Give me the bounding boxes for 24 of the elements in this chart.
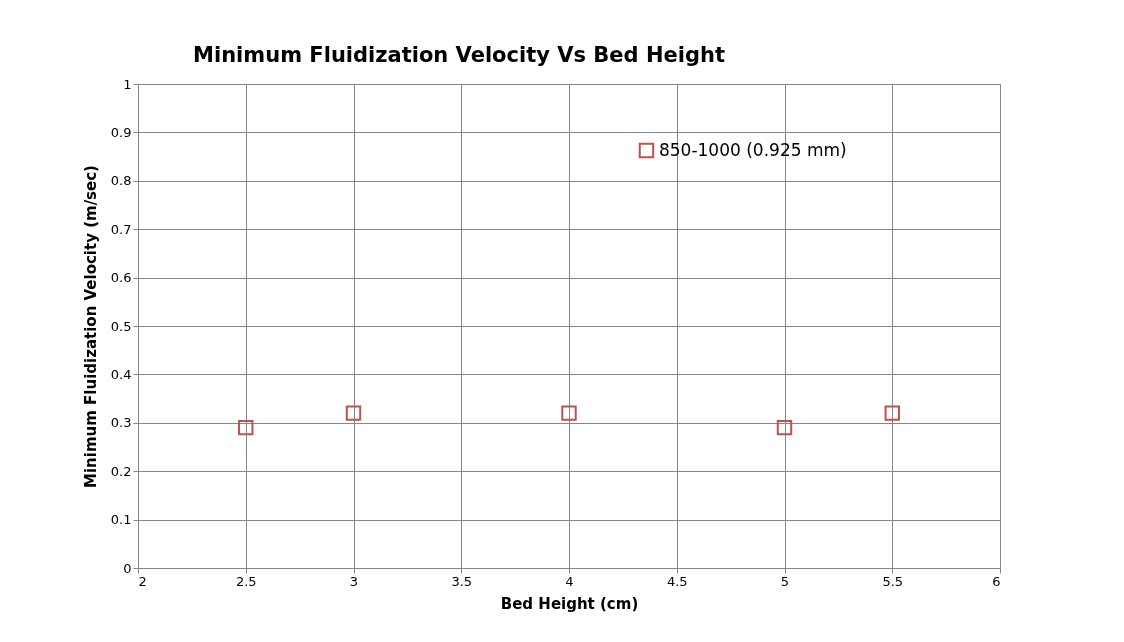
x-tick-label: 2 [138, 573, 147, 589]
x-tick-label: 4.5 [666, 573, 688, 589]
y-tick-label: 0.2 [110, 463, 132, 479]
y-tick-label: 0.9 [110, 124, 132, 140]
x-tick-label: 4 [565, 573, 574, 589]
legend-label: 850-1000 (0.925 mm) [658, 139, 847, 160]
x-tick-label: 6 [992, 573, 1001, 589]
y-tick-label: 0.1 [110, 512, 132, 528]
x-tick-label: 5 [780, 573, 790, 589]
y-tick-label: 0.8 [110, 173, 132, 189]
x-tick-label: 3.5 [451, 573, 473, 589]
x-tick-label: 2.5 [235, 573, 257, 589]
x-axis-title: Bed Height (cm) [500, 594, 639, 613]
y-axis-title: Minimum Fluidization Velocity (m/sec) [81, 165, 100, 488]
y-tick-label: 0.5 [110, 318, 132, 334]
y-tick-label: 0.6 [110, 270, 132, 286]
y-tick-label: 1 [123, 76, 132, 92]
y-tick-label: 0 [123, 560, 132, 576]
y-tick-label: 0.7 [110, 221, 132, 237]
x-tick-label: 5.5 [882, 573, 904, 589]
x-tick-label: 3 [349, 573, 359, 589]
y-tick-label: 0.4 [110, 366, 132, 382]
y-tick-label: 0.3 [110, 415, 132, 431]
chart-title: Minimum Fluidization Velocity Vs Bed Height [193, 43, 725, 67]
